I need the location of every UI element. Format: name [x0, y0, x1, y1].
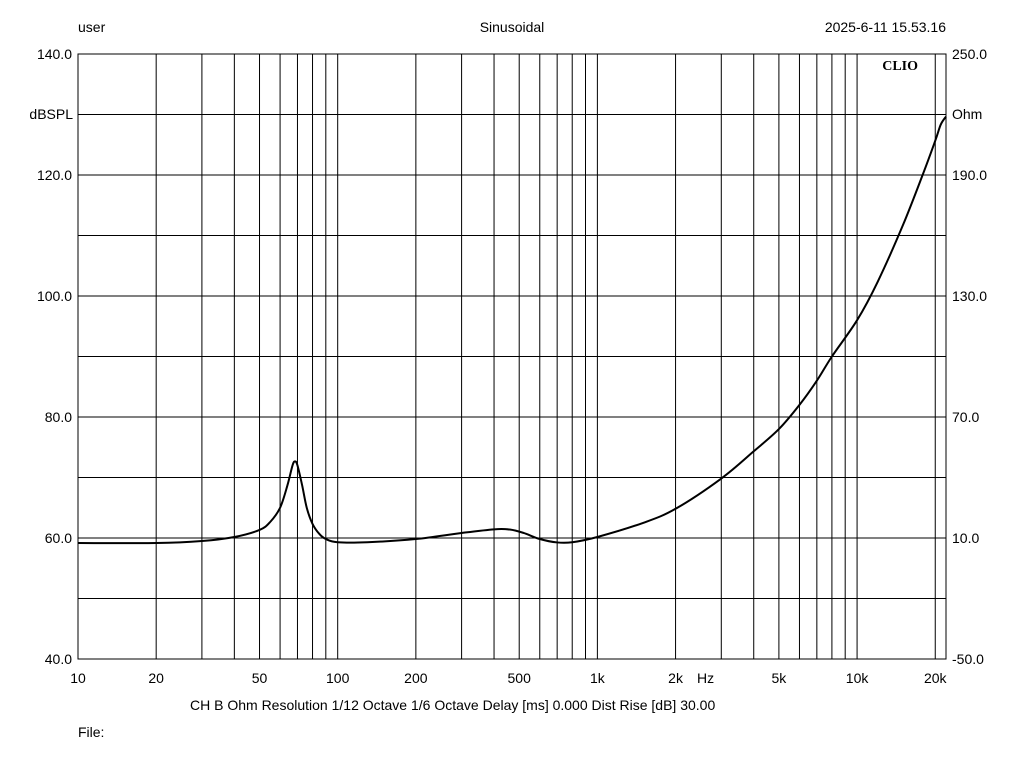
clio-logo: CLIO [882, 59, 918, 74]
x-tick-label: 2k [668, 670, 684, 686]
x-tick-label: 1k [590, 670, 606, 686]
impedance-curve [77, 115, 947, 545]
left-tick-labels: 40.0 60.0 80.0 100.0 120.0 140.0 [37, 46, 72, 667]
horizontal-gridlines [78, 114, 946, 599]
x-tick-label: 50 [252, 670, 268, 686]
left-tick-label: 40.0 [45, 651, 72, 667]
mode-label: Sinusoidal [479, 19, 545, 35]
right-tick-label: 130.0 [952, 288, 987, 304]
file-label: File: [78, 724, 105, 740]
right-tick-label: 70.0 [952, 409, 979, 425]
x-tick-label: 10 [70, 670, 86, 686]
right-tick-labels: -50.0 10.0 70.0 130.0 190.0 250.0 [952, 46, 987, 667]
x-tick-label: 5k [772, 670, 788, 686]
user-label: user [78, 19, 106, 35]
right-tick-label: 10.0 [952, 530, 979, 546]
right-axis-label: Ohm [952, 106, 982, 122]
right-tick-label: 190.0 [952, 167, 987, 183]
x-tick-label: 20k [924, 670, 948, 686]
x-tick-label: 200 [404, 670, 428, 686]
x-tick-labels: 10 20 50 100 200 500 1k 2k 5k 10k 20k [70, 670, 947, 686]
x-tick-label: 10k [846, 670, 870, 686]
right-tick-label: 250.0 [952, 46, 987, 62]
right-tick-label: -50.0 [952, 651, 984, 667]
x-tick-label: 500 [508, 670, 532, 686]
left-tick-label: 60.0 [45, 530, 72, 546]
left-axis-label: dBSPL [29, 106, 73, 122]
left-tick-label: 80.0 [45, 409, 72, 425]
x-tick-label: 100 [326, 670, 350, 686]
x-unit-label: Hz [697, 670, 714, 686]
plot-frame [77, 53, 947, 660]
x-tick-label: 20 [148, 670, 164, 686]
footer-info: CH B Ohm Resolution 1/12 Octave 1/6 Octa… [190, 697, 716, 713]
left-tick-label: 120.0 [37, 167, 72, 183]
left-tick-label: 100.0 [37, 288, 72, 304]
datetime-label: 2025-6-11 15.53.16 [824, 19, 946, 35]
left-tick-label: 140.0 [37, 46, 72, 62]
